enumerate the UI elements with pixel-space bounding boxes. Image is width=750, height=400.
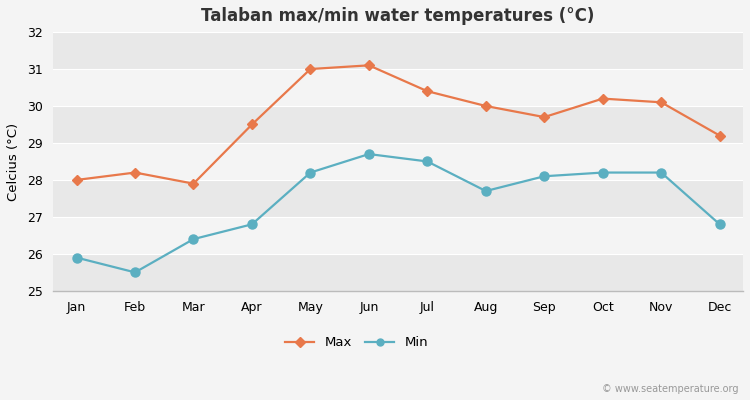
Title: Talaban max/min water temperatures (°C): Talaban max/min water temperatures (°C) xyxy=(202,7,595,25)
Text: © www.seatemperature.org: © www.seatemperature.org xyxy=(602,384,739,394)
Bar xyxy=(53,69,743,106)
Bar xyxy=(53,254,743,291)
Bar xyxy=(53,143,743,180)
Bar xyxy=(53,106,743,143)
Bar xyxy=(53,180,743,217)
Y-axis label: Celcius (°C): Celcius (°C) xyxy=(7,122,20,200)
Legend: Max, Min: Max, Min xyxy=(280,331,434,355)
Bar xyxy=(53,217,743,254)
Bar xyxy=(53,32,743,69)
